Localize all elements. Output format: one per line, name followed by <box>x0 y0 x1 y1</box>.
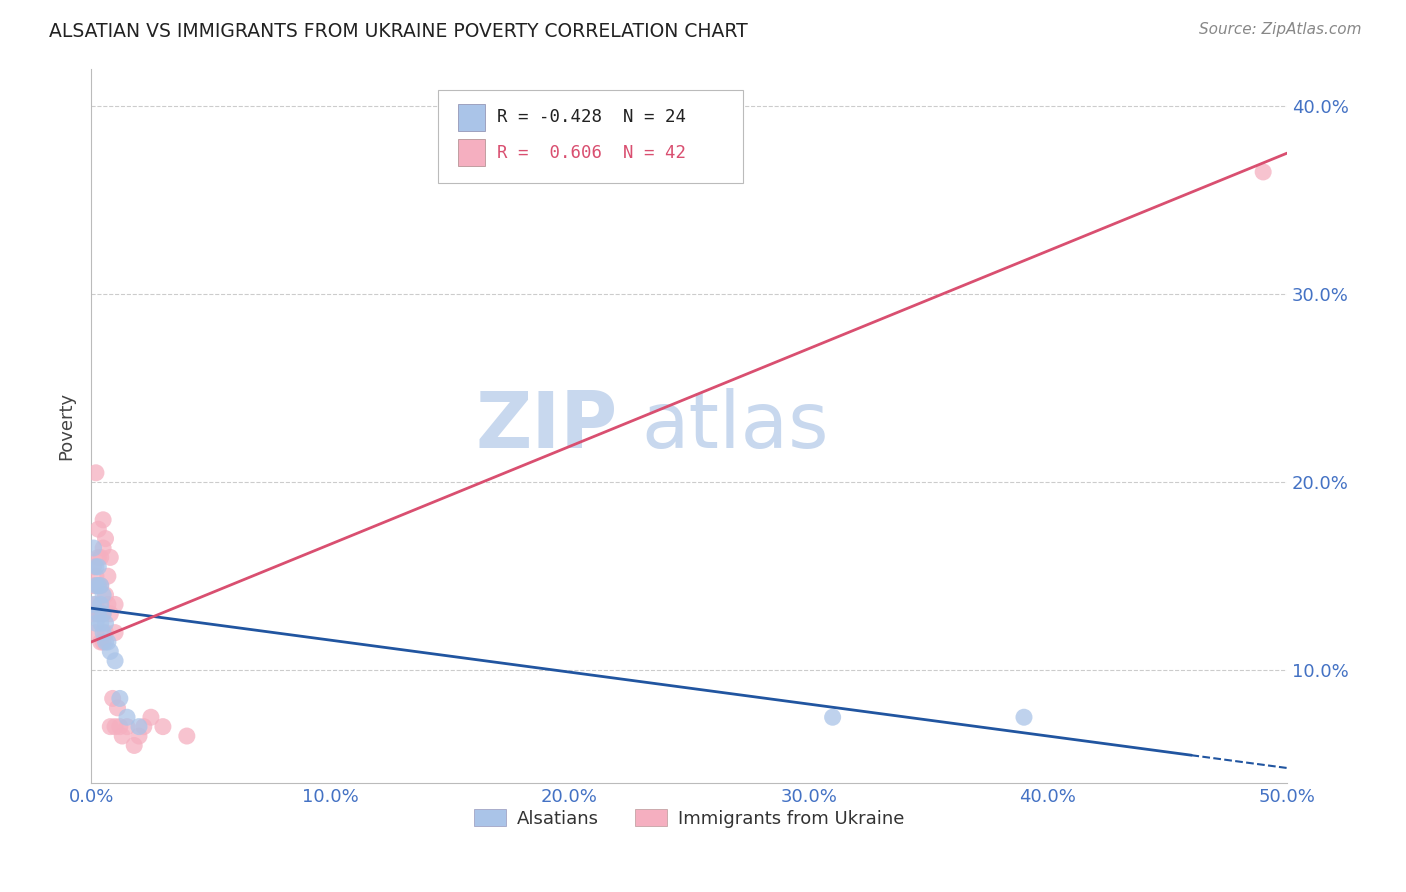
Point <box>87 559 110 574</box>
FancyBboxPatch shape <box>458 139 485 167</box>
Point <box>104 720 127 734</box>
Point <box>91 635 114 649</box>
Point <box>90 598 112 612</box>
Point <box>115 720 138 734</box>
Point <box>97 569 120 583</box>
Point <box>84 579 107 593</box>
FancyBboxPatch shape <box>439 90 742 183</box>
Point <box>87 607 110 621</box>
Point <box>91 607 114 621</box>
Point <box>98 720 121 734</box>
Text: R =  0.606  N = 42: R = 0.606 N = 42 <box>496 144 686 161</box>
Point <box>83 607 105 621</box>
Point <box>91 588 114 602</box>
Point <box>104 598 127 612</box>
Point <box>90 616 112 631</box>
Point <box>90 579 112 593</box>
Point <box>83 541 105 555</box>
Point <box>84 559 107 574</box>
Point <box>108 691 131 706</box>
Point <box>90 607 112 621</box>
Point <box>94 625 117 640</box>
Point <box>97 598 120 612</box>
Point <box>176 729 198 743</box>
Point <box>83 559 105 574</box>
Text: ZIP: ZIP <box>475 388 617 464</box>
Point <box>91 513 114 527</box>
Point <box>122 739 145 753</box>
Point <box>107 701 129 715</box>
Text: Source: ZipAtlas.com: Source: ZipAtlas.com <box>1198 22 1361 37</box>
Point <box>104 625 127 640</box>
Point <box>87 550 110 565</box>
Point <box>101 691 124 706</box>
Point <box>91 607 114 621</box>
Y-axis label: Poverty: Poverty <box>58 392 75 460</box>
Point <box>84 598 107 612</box>
Point <box>90 579 112 593</box>
Point <box>94 635 117 649</box>
Point <box>1012 710 1035 724</box>
Point <box>83 579 105 593</box>
Point <box>87 579 110 593</box>
Text: ALSATIAN VS IMMIGRANTS FROM UKRAINE POVERTY CORRELATION CHART: ALSATIAN VS IMMIGRANTS FROM UKRAINE POVE… <box>49 22 748 41</box>
Point <box>94 532 117 546</box>
Point <box>87 579 110 593</box>
Point <box>90 550 112 565</box>
Text: atlas: atlas <box>641 388 828 464</box>
Point <box>98 644 121 658</box>
Point <box>108 720 131 734</box>
Point <box>98 550 121 565</box>
Point <box>91 541 114 555</box>
Point <box>84 569 107 583</box>
Point <box>87 522 110 536</box>
Text: R = -0.428  N = 24: R = -0.428 N = 24 <box>496 108 686 126</box>
Point <box>87 607 110 621</box>
Point <box>128 729 150 743</box>
Point <box>84 466 107 480</box>
Point <box>84 616 107 631</box>
Point <box>98 607 121 621</box>
Legend: Alsatians, Immigrants from Ukraine: Alsatians, Immigrants from Ukraine <box>467 802 912 835</box>
Point <box>97 635 120 649</box>
Point <box>94 616 117 631</box>
Point <box>128 720 150 734</box>
Point <box>139 710 162 724</box>
Point <box>84 625 107 640</box>
Point <box>90 635 112 649</box>
FancyBboxPatch shape <box>458 103 485 131</box>
Point <box>1251 165 1274 179</box>
Point <box>821 710 844 724</box>
Point <box>104 654 127 668</box>
Point <box>83 598 105 612</box>
Point <box>152 720 174 734</box>
Point <box>111 729 134 743</box>
Point <box>132 720 155 734</box>
Point <box>94 588 117 602</box>
Point <box>91 625 114 640</box>
Point <box>115 710 138 724</box>
